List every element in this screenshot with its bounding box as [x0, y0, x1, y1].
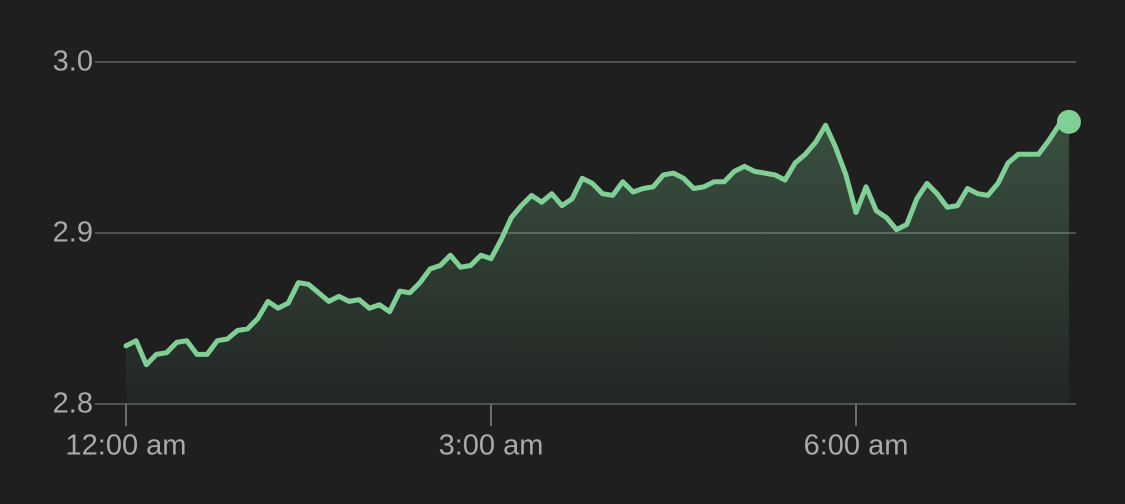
x-tick-label: 3:00 am	[439, 430, 544, 462]
area	[126, 121, 1069, 405]
y-tick-label: 2.8	[53, 388, 93, 420]
y-tick-label: 2.9	[53, 217, 93, 249]
x-tick-label: 12:00 am	[66, 430, 187, 462]
y-tick-label: 3.0	[53, 46, 93, 78]
x-tick-label: 6:00 am	[804, 430, 909, 462]
last-point	[1056, 109, 1081, 134]
line	[123, 119, 1072, 368]
